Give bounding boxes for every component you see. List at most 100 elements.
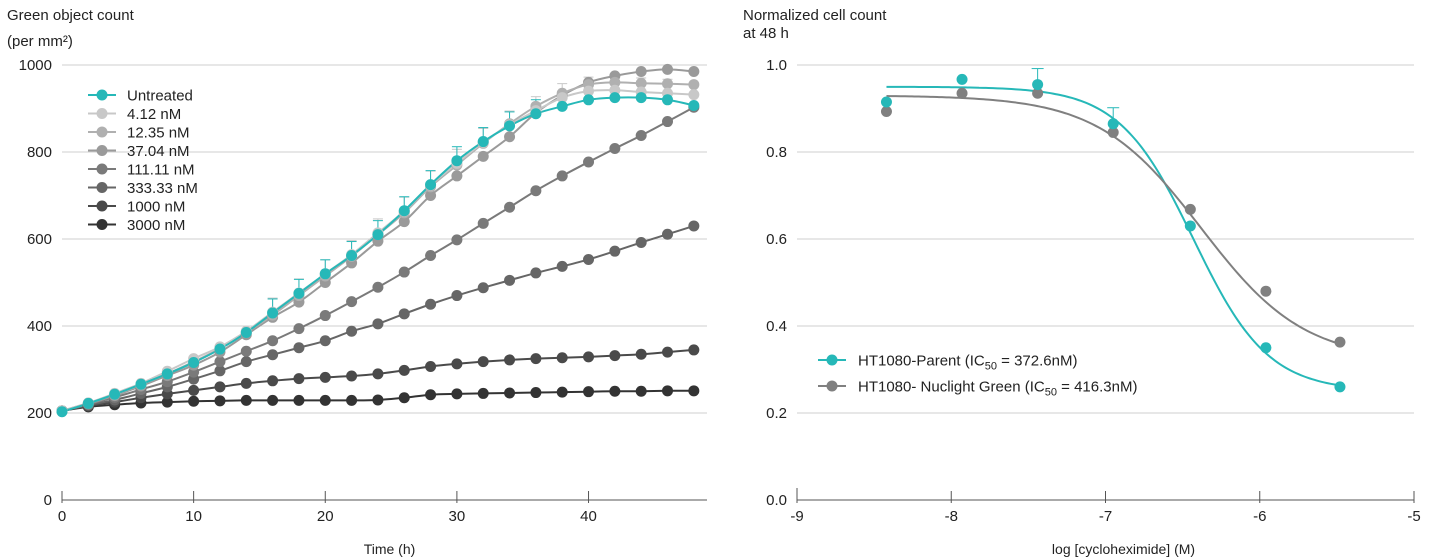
legend-label: 3000 nM (127, 217, 185, 234)
series-1000-nm-point (293, 373, 305, 385)
left-x-tick-label: 30 (449, 508, 466, 525)
series-1000-nm-point (504, 354, 516, 366)
left-y-axis-title-line2: (per mm²) (7, 33, 73, 50)
series-333-33-nm-point (504, 274, 516, 286)
right-y-axis-title-line2: at 48 h (743, 25, 789, 42)
legend-marker (96, 163, 108, 175)
series-ht1080-parent-point (880, 96, 892, 108)
legend-item-1000-nm: 1000 nM (88, 199, 185, 216)
series-111-11-nm-point (372, 281, 384, 293)
series-111-11-nm-point (477, 217, 489, 229)
series-ht1080-parent-point (956, 73, 968, 85)
series-3000-nm-point (635, 385, 647, 397)
series-3000-nm-point (662, 385, 674, 397)
right-y-tick-label: 0.6 (766, 231, 787, 248)
series-3000-nm-point (161, 396, 173, 408)
series-untreated-point (530, 108, 542, 120)
series-111-11-nm-point (425, 250, 437, 262)
series-3000-nm-point (346, 394, 358, 406)
legend-label: Untreated (127, 88, 193, 105)
time-course-chart: 0 200 400 600 800 1000 0 10 20 30 40 Time (h) Untre… (19, 57, 707, 557)
right-y-tick-label: 0.8 (766, 144, 787, 161)
legend-label: 37.04 nM (127, 143, 190, 160)
legend-marker (96, 219, 108, 230)
legend-label: HT1080- Nuclight Green (IC50 = 416.3nM) (858, 379, 1137, 399)
series-3000-nm-point (372, 394, 384, 406)
series-untreated-point (109, 388, 121, 400)
right-x-axis-title: log [cycloheximide] (M) (1052, 541, 1195, 557)
right-x-tick-label: -6 (1253, 508, 1266, 525)
series-111-11-nm-point (267, 335, 279, 347)
right-x-tick-label: -7 (1099, 508, 1112, 525)
series-3000-nm-point (451, 388, 463, 400)
series-4-12-nm-point (688, 89, 700, 101)
series-37-04-nm-point (635, 66, 647, 78)
series-1000-nm-point (477, 356, 489, 368)
series-untreated-point (398, 205, 410, 217)
series-333-33-nm-point (267, 349, 279, 361)
left-x-axis-title: Time (h) (364, 541, 416, 557)
legend-item-ht1080-parent: HT1080-Parent (IC50 = 372.6nM) (818, 353, 1077, 373)
legend-marker (96, 126, 108, 138)
series-1000-nm-point (240, 377, 252, 389)
legend-marker (96, 89, 108, 101)
legend-label: 4.12 nM (127, 106, 181, 123)
series-333-33-nm-point (662, 228, 674, 240)
series-untreated-point (688, 99, 700, 111)
series-1000-nm-point (530, 353, 542, 365)
dose-response-chart: 0.0 0.2 0.4 0.6 0.8 1.0 -9 -8 -7 -6 -5 log [cyclohe… (766, 57, 1421, 557)
series-111-11-nm-point (556, 170, 568, 182)
series-ht1080-parent-point (1260, 342, 1272, 354)
left-y-axis-title-line1: Green object count (7, 7, 134, 24)
series-untreated-point (609, 92, 621, 104)
legend-item-3000-nm: 3000 nM (88, 217, 185, 234)
series-1000-nm-point (267, 375, 279, 387)
series-3000-nm-point (214, 395, 226, 407)
series-333-33-nm-point (583, 253, 595, 265)
series-37-04-nm-point (425, 190, 437, 201)
series-3000-nm-point (530, 387, 542, 399)
series-ht1080-nuclight-green-point (1334, 336, 1346, 348)
series-ht1080-nuclight-green-point (1032, 87, 1044, 99)
left-x-tick-label: 20 (317, 508, 334, 525)
legend-marker (96, 182, 108, 193)
series-3000-nm-point (504, 387, 516, 399)
legend-item-12-35-nm: 12.35 nM (88, 125, 190, 142)
legend-label: 1000 nM (127, 199, 185, 216)
right-y-tick-label: 0.4 (766, 318, 787, 335)
series-333-33-nm-point (451, 290, 463, 302)
series-3000-nm-point (425, 389, 437, 401)
series-1000-nm-point (451, 358, 463, 370)
left-x-tick-label: 40 (580, 508, 597, 525)
series-untreated-point (504, 120, 516, 132)
series-37-04-nm-point (398, 216, 410, 228)
series-untreated-point (662, 94, 674, 106)
series-111-11-nm-point (398, 266, 410, 278)
right-y-tick-label: 1.0 (766, 57, 787, 74)
series-3000-nm-point (293, 394, 305, 406)
series-3000-nm-point (583, 386, 595, 398)
left-y-tick-label: 800 (27, 144, 52, 161)
series-3000-nm-point (556, 386, 568, 398)
series-111-11-nm-point (662, 116, 674, 128)
series-untreated-point (635, 92, 647, 104)
series-333-33-nm-point (609, 245, 621, 257)
series-untreated-point (293, 287, 305, 299)
series-37-04-nm-point (504, 131, 516, 143)
series-37-04-nm-point (477, 150, 489, 162)
series-333-33-nm-point (425, 298, 437, 310)
series-untreated-point (319, 268, 331, 280)
series-3000-nm-point (398, 392, 410, 404)
series-untreated-point (214, 343, 226, 355)
series-ht1080-parent-point (1184, 220, 1196, 232)
series-111-11-nm-point (346, 296, 358, 308)
series-111-11-nm-point (635, 129, 647, 141)
series-333-33-nm-point (477, 282, 489, 294)
series-1000-nm-point (372, 368, 384, 380)
series-37-04-nm-point (451, 170, 463, 182)
series-3000-nm-point (188, 395, 200, 407)
series-3000-nm-point (319, 394, 331, 406)
series-untreated-point (556, 100, 568, 112)
series-111-11-nm-point (319, 310, 331, 322)
series-111-11-nm-point (504, 201, 516, 213)
